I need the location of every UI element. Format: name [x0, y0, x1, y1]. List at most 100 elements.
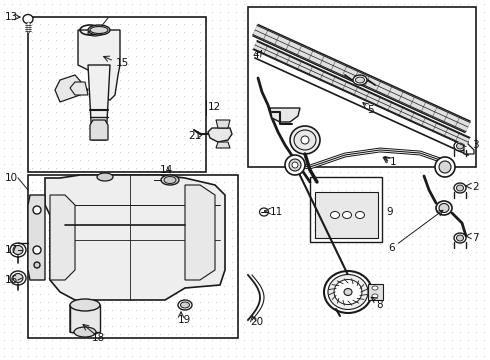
Point — [416, 329, 424, 335]
Point — [64, 41, 72, 47]
Point — [36, 187, 44, 193]
Point — [344, 121, 352, 127]
Point — [68, 69, 76, 75]
Point — [136, 201, 144, 207]
Point — [120, 345, 128, 351]
Point — [28, 149, 36, 155]
Point — [416, 144, 424, 150]
Point — [92, 37, 100, 43]
Point — [232, 225, 240, 231]
Point — [60, 29, 68, 35]
Point — [360, 80, 368, 86]
Point — [472, 153, 480, 159]
Point — [304, 8, 312, 14]
Point — [36, 141, 44, 147]
Point — [248, 89, 256, 95]
Point — [80, 65, 88, 71]
Point — [448, 297, 456, 303]
Point — [24, 249, 32, 255]
Point — [224, 193, 232, 199]
Point — [376, 185, 384, 191]
Point — [68, 227, 76, 233]
Point — [328, 64, 336, 70]
Point — [224, 57, 232, 63]
Point — [80, 193, 88, 199]
Point — [100, 307, 108, 313]
Point — [132, 315, 140, 321]
Point — [84, 275, 92, 281]
Point — [64, 217, 72, 223]
Point — [180, 267, 188, 273]
Point — [256, 129, 264, 135]
Point — [472, 273, 480, 279]
Point — [116, 195, 124, 201]
Point — [128, 81, 136, 87]
Point — [76, 21, 84, 27]
Point — [176, 185, 184, 191]
Point — [144, 209, 152, 215]
Point — [80, 25, 88, 31]
Point — [16, 105, 24, 111]
Point — [248, 56, 256, 62]
Point — [360, 88, 368, 94]
Point — [464, 24, 472, 30]
Point — [164, 195, 172, 201]
Point — [328, 49, 336, 55]
Point — [168, 177, 176, 183]
Point — [132, 141, 140, 147]
Point — [8, 305, 16, 311]
Point — [84, 101, 92, 107]
Point — [8, 49, 16, 55]
Point — [48, 73, 56, 79]
Point — [224, 297, 232, 303]
Point — [200, 1, 208, 7]
Point — [336, 65, 344, 71]
Point — [132, 157, 140, 163]
Point — [184, 241, 192, 247]
Point — [192, 185, 200, 191]
Point — [320, 8, 328, 14]
Point — [216, 185, 224, 191]
Point — [60, 235, 68, 241]
Point — [164, 117, 172, 123]
Point — [48, 33, 56, 39]
Point — [144, 113, 152, 119]
Point — [424, 345, 432, 351]
Point — [328, 313, 336, 319]
Point — [104, 113, 112, 119]
Point — [144, 233, 152, 239]
Point — [112, 17, 120, 23]
Point — [216, 65, 224, 71]
Point — [120, 57, 128, 63]
Point — [140, 149, 148, 155]
Point — [100, 117, 108, 123]
Point — [360, 321, 368, 327]
Point — [196, 283, 204, 289]
Point — [68, 29, 76, 35]
Point — [64, 289, 72, 295]
Point — [352, 265, 360, 271]
Point — [320, 40, 328, 46]
Point — [32, 1, 40, 7]
Point — [400, 281, 408, 287]
Ellipse shape — [436, 201, 452, 215]
Point — [32, 265, 40, 271]
Point — [132, 267, 140, 273]
Point — [172, 283, 180, 289]
Point — [392, 89, 400, 95]
Point — [288, 88, 296, 94]
Point — [384, 273, 392, 279]
Point — [480, 193, 488, 199]
Point — [124, 101, 132, 107]
Point — [36, 315, 44, 321]
Point — [0, 177, 8, 183]
Point — [0, 209, 8, 215]
Point — [204, 179, 212, 185]
Point — [164, 69, 172, 75]
Point — [272, 273, 280, 279]
Point — [168, 105, 176, 111]
Point — [360, 297, 368, 303]
Point — [416, 120, 424, 126]
Point — [108, 29, 116, 35]
Point — [60, 267, 68, 273]
